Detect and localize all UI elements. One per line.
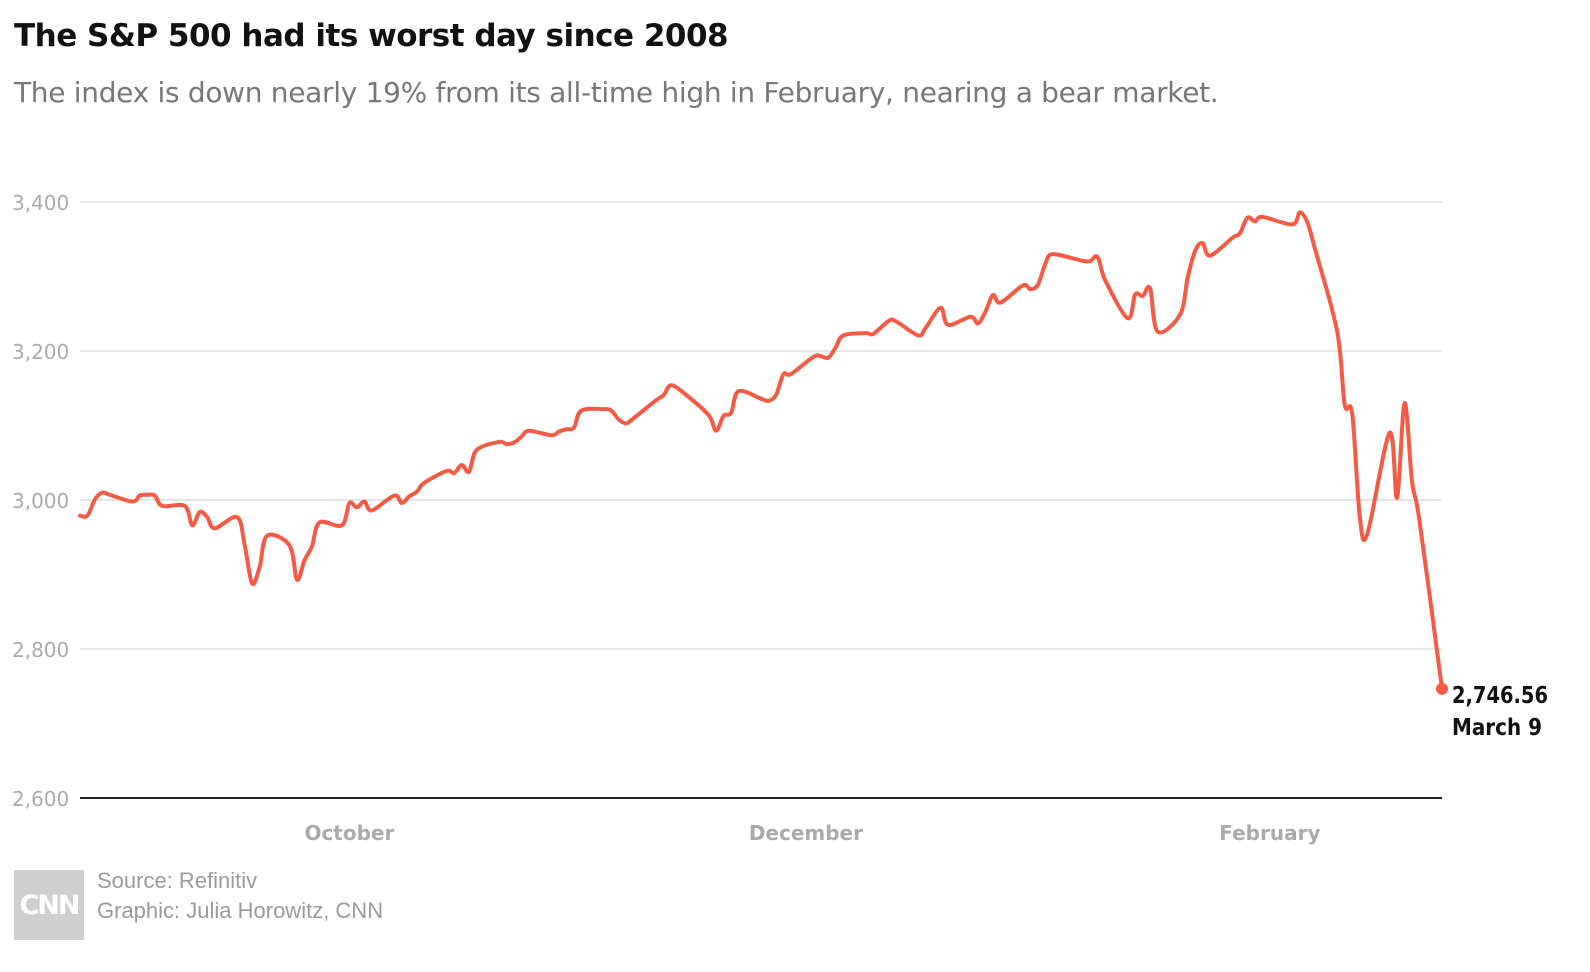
x-axis-ticks: October December February	[304, 821, 1320, 845]
chart-subtitle: The index is down nearly 19% from its al…	[14, 76, 1219, 109]
x-tick-label: October	[304, 821, 394, 845]
y-tick-label: 2,800	[12, 638, 69, 662]
x-tick-label: February	[1219, 821, 1320, 845]
x-tick-label: December	[749, 821, 863, 845]
source-text: Source: Refinitiv	[97, 868, 258, 893]
end-date-label: March 9	[1452, 715, 1542, 741]
series-line-sp500	[78, 210, 1444, 691]
y-axis-ticks: 2,600 2,800 3,000 3,200 3,400	[12, 191, 69, 811]
y-tick-label: 3,200	[12, 340, 69, 364]
end-point-marker	[1436, 682, 1448, 695]
y-tick-label: 3,000	[12, 489, 69, 513]
y-tick-label: 3,400	[12, 191, 69, 215]
y-tick-label: 2,600	[12, 787, 69, 811]
end-value-label: 2,746.56	[1452, 683, 1548, 709]
cnn-logo: CNN	[14, 870, 84, 940]
chart-title: The S&P 500 had its worst day since 2008	[14, 18, 729, 54]
footer-credits: Source: Refinitiv Graphic: Julia Horowit…	[97, 866, 383, 926]
credit-text: Graphic: Julia Horowitz, CNN	[97, 898, 384, 923]
gridlines	[80, 201, 1442, 650]
